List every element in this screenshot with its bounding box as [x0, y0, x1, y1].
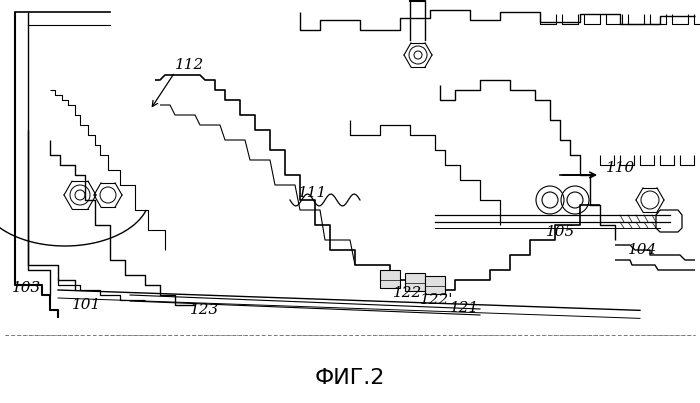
Text: 104: 104	[628, 243, 657, 257]
Text: 103: 103	[12, 281, 41, 295]
Text: 112: 112	[175, 58, 204, 72]
Text: 105: 105	[546, 225, 575, 239]
Text: ФИГ.2: ФИГ.2	[315, 368, 385, 388]
Bar	[405, 273, 425, 291]
Text: 110: 110	[606, 161, 636, 175]
Text: 122: 122	[393, 286, 422, 300]
Text: 111: 111	[298, 186, 328, 200]
Text: 101: 101	[72, 298, 102, 312]
Bar	[380, 270, 400, 288]
Text: 122': 122'	[420, 293, 454, 307]
Bar	[425, 276, 445, 294]
Text: 121: 121	[450, 301, 480, 315]
Text: 123: 123	[190, 303, 219, 317]
